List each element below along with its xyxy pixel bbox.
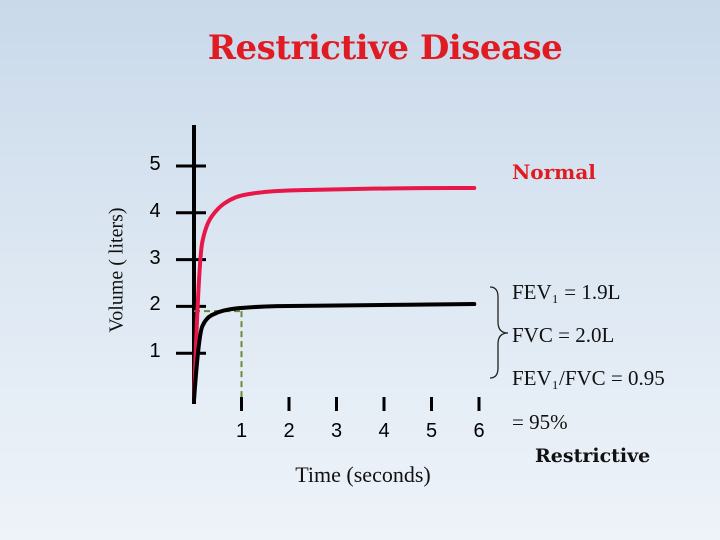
x-axis-label: Time (seconds) <box>295 462 431 487</box>
chart-title: Restrictive Disease <box>207 28 563 68</box>
annotation-restrictive: Restrictive <box>535 445 651 467</box>
series-group <box>192 185 477 402</box>
y-tick-label: 1 <box>149 340 161 363</box>
x-tick-label: 4 <box>378 420 390 442</box>
y-tick-label: 5 <box>149 153 161 175</box>
annotation-percent: = 95% <box>512 410 568 434</box>
x-tick-label: 3 <box>330 420 343 442</box>
y-tick-label: 4 <box>149 199 161 222</box>
annotation-normal: Normal <box>512 160 596 184</box>
annotation-fvc: FVC = 2.0L <box>512 323 615 347</box>
x-tick-label: 6 <box>473 420 485 442</box>
x-tick-label: 1 <box>235 420 248 442</box>
y-tick-label: 2 <box>149 293 161 316</box>
x-tick-label: 2 <box>283 420 295 442</box>
x-tick-label: 5 <box>425 420 438 442</box>
annotation-fev1: FEV₁ = 1.9L <box>512 280 621 304</box>
series-line-restrictive <box>192 302 477 402</box>
axes <box>176 125 481 411</box>
y-tick-label: 3 <box>149 246 161 269</box>
annotation-ratio: FEV₁/FVC = 0.95 <box>512 366 665 390</box>
series-line-normal <box>192 185 477 402</box>
annotation-brace <box>489 286 509 379</box>
